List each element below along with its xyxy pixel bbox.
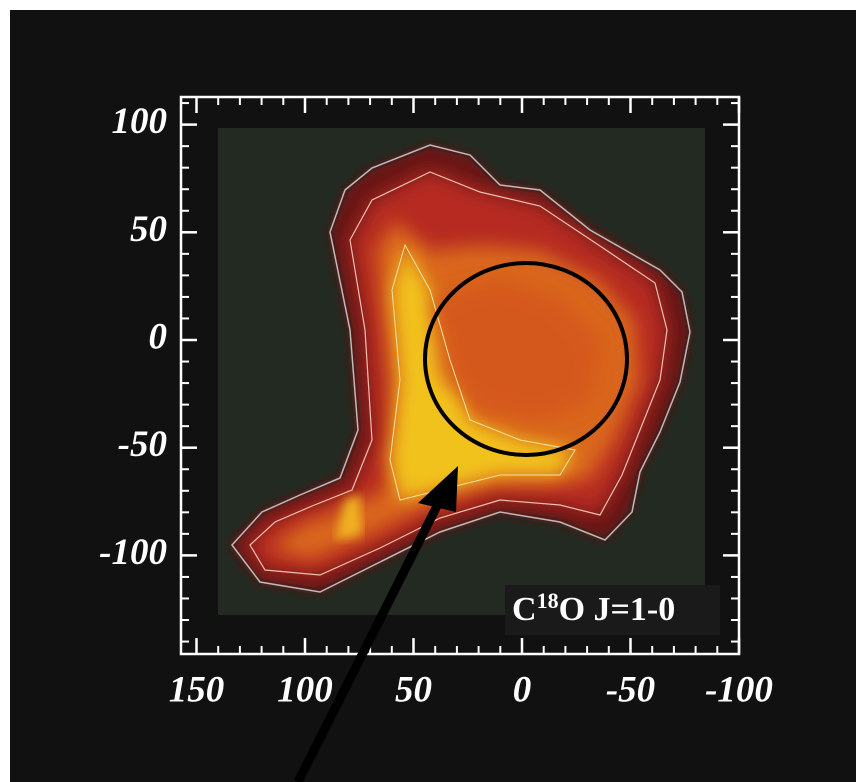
- label-part: C: [512, 591, 537, 628]
- x-tick-label: -100: [705, 669, 773, 710]
- y-tick-label: -50: [118, 424, 167, 465]
- x-tick-label: -50: [606, 669, 655, 710]
- x-tick-label: 100: [277, 669, 333, 710]
- label-part: O J=1-0: [559, 591, 676, 628]
- figure: C18O J=1-0 100 50 0 -50 -100 150 100 50 0 -50 -100: [0, 0, 856, 782]
- x-tick-label: 50: [395, 669, 432, 710]
- x-tick-label: 0: [513, 669, 532, 710]
- y-tick-label: -100: [99, 532, 167, 573]
- y-tick-label: 0: [149, 316, 168, 357]
- x-tick-label: 150: [169, 669, 225, 710]
- label-superscript: 18: [537, 588, 559, 613]
- y-tick-label: 50: [130, 209, 167, 250]
- transition-label: C18O J=1-0: [512, 588, 675, 628]
- y-tick-label: 100: [112, 101, 168, 142]
